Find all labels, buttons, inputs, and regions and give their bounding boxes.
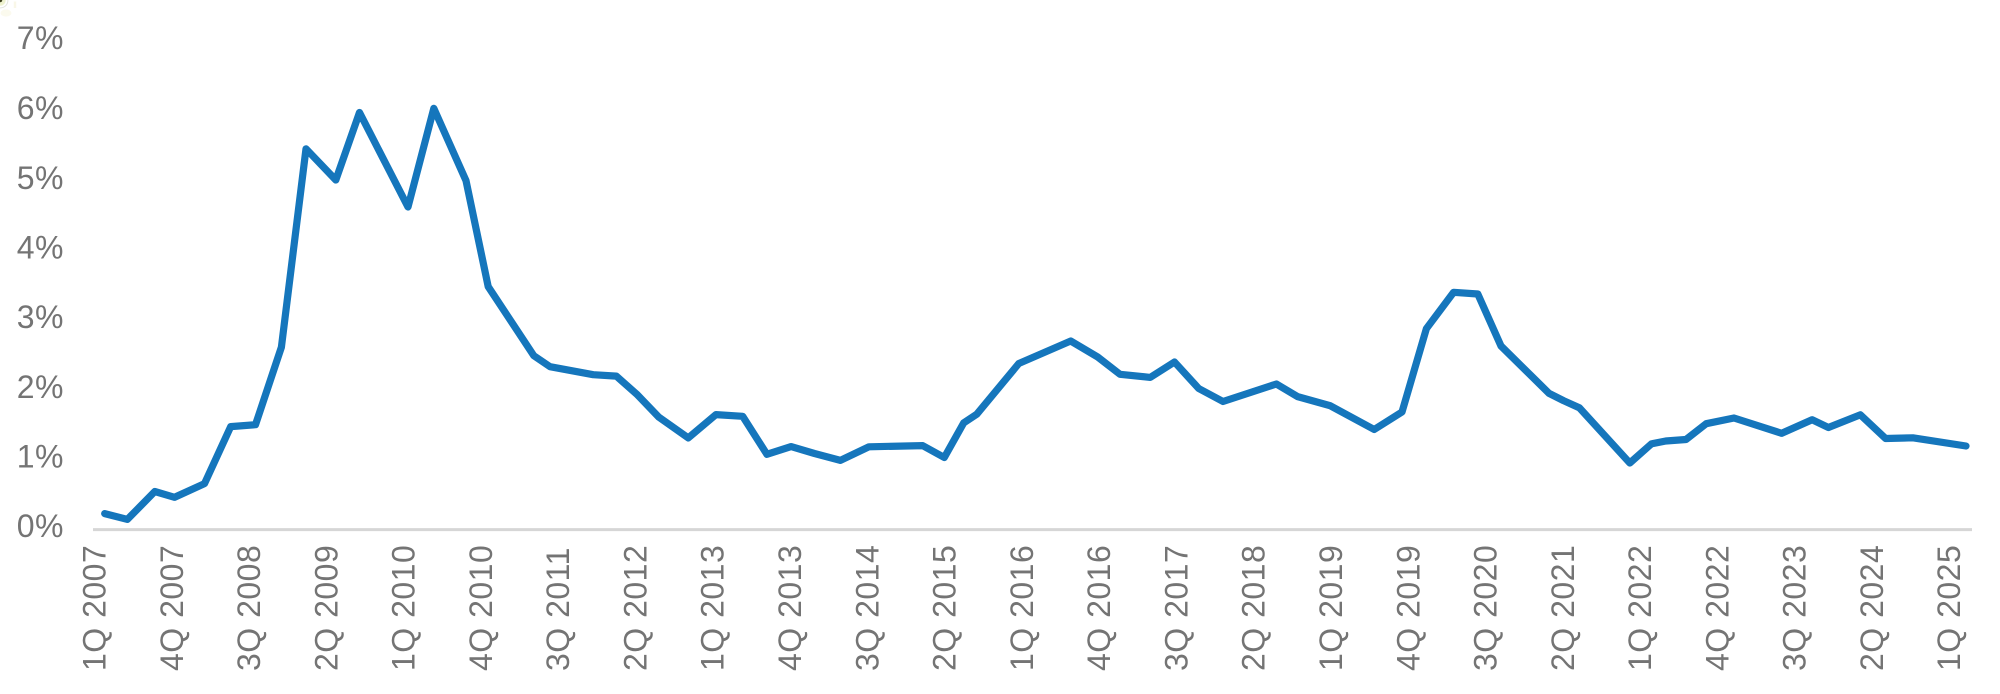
svg-text:1Q 2013: 1Q 2013	[695, 545, 731, 671]
svg-text:2Q 2009: 2Q 2009	[308, 545, 344, 671]
svg-text:1Q 2007: 1Q 2007	[77, 545, 113, 671]
svg-text:3Q 2023: 3Q 2023	[1777, 545, 1813, 671]
svg-text:1Q 2022: 1Q 2022	[1622, 545, 1658, 671]
svg-text:3Q 2011: 3Q 2011	[540, 547, 576, 671]
svg-text:4Q 2007: 4Q 2007	[154, 545, 190, 671]
svg-text:3%: 3%	[17, 299, 64, 335]
svg-text:6%: 6%	[17, 90, 64, 126]
svg-text:7%: 7%	[17, 20, 64, 56]
svg-text:2Q 2015: 2Q 2015	[927, 545, 963, 671]
svg-text:5%: 5%	[17, 160, 64, 196]
svg-text:2Q 2021: 2Q 2021	[1545, 545, 1581, 671]
svg-text:3Q 2014: 3Q 2014	[849, 545, 885, 671]
svg-text:1Q 2010: 1Q 2010	[386, 545, 422, 671]
svg-text:4Q 2022: 4Q 2022	[1699, 545, 1735, 671]
svg-text:1Q 2019: 1Q 2019	[1313, 545, 1349, 671]
svg-text:2Q 2024: 2Q 2024	[1854, 545, 1890, 671]
svg-text:1Q 2016: 1Q 2016	[1004, 545, 1040, 671]
svg-text:3Q 2020: 3Q 2020	[1468, 545, 1504, 671]
svg-text:4Q 2016: 4Q 2016	[1081, 545, 1117, 671]
svg-text:3Q 2017: 3Q 2017	[1158, 545, 1194, 671]
svg-text:4Q 2010: 4Q 2010	[463, 545, 499, 671]
svg-text:4Q 2019: 4Q 2019	[1390, 545, 1426, 671]
svg-text:2Q 2012: 2Q 2012	[618, 545, 654, 671]
svg-text:1Q 2025: 1Q 2025	[1931, 545, 1967, 671]
svg-text:4%: 4%	[17, 230, 64, 266]
svg-text:1%: 1%	[17, 438, 64, 474]
svg-text:0%: 0%	[17, 508, 64, 544]
svg-text:4Q 2013: 4Q 2013	[772, 545, 808, 671]
svg-text:2Q 2018: 2Q 2018	[1236, 545, 1272, 671]
svg-text:2%: 2%	[17, 369, 64, 405]
svg-text:3Q 2008: 3Q 2008	[231, 545, 267, 671]
